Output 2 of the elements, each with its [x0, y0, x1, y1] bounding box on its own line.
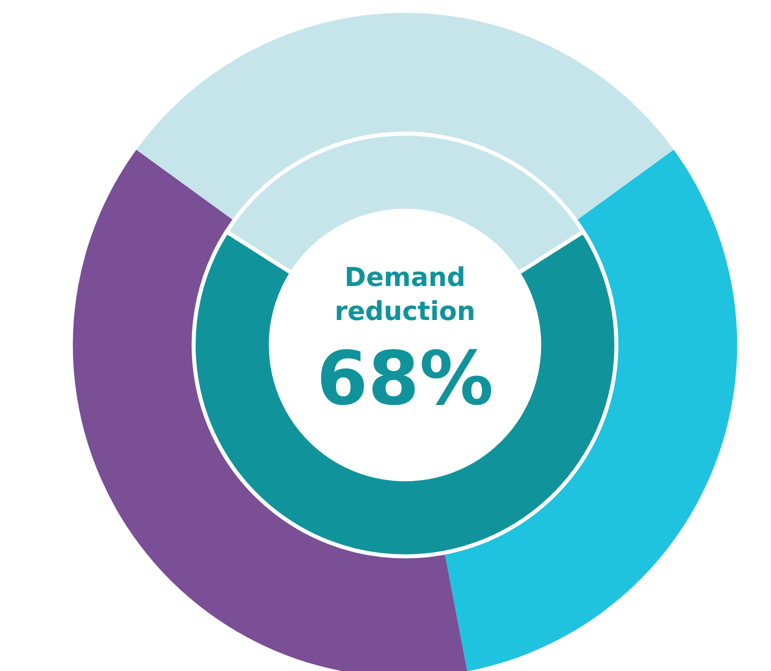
- data-label: 68%: [316, 336, 494, 422]
- slice-label: Demand reduction: [334, 263, 476, 327]
